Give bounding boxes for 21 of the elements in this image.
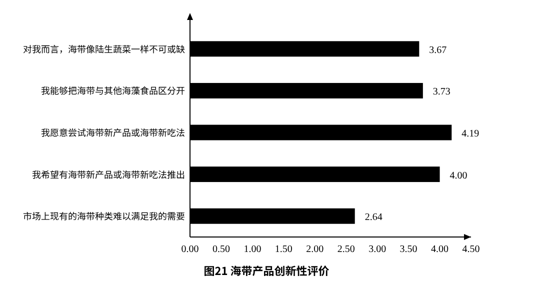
- x-tick-label: 2.00: [306, 244, 324, 255]
- y-tick-label: 我能够把海带与其他海藻食品区分开: [40, 84, 185, 98]
- data-label: 4.19: [462, 128, 480, 140]
- y-tick-label: 市场上现有的海带种类难以满足我的需要: [22, 210, 185, 223]
- x-tick-label: 0.50: [212, 244, 230, 255]
- x-tick-label: 4.00: [431, 244, 449, 255]
- data-label: 2.64: [364, 212, 382, 224]
- x-tick-label: 1.50: [274, 244, 292, 255]
- x-tick-label: 4.50: [462, 244, 480, 255]
- data-label: 3.73: [432, 86, 450, 98]
- x-tick-label: 1.00: [244, 244, 262, 255]
- data-label: 4.00: [450, 170, 468, 182]
- x-tick-label: 0.00: [181, 244, 199, 255]
- y-tick-label: 我希望有海带新产品或海带新吃法推出: [32, 168, 185, 181]
- x-tick-label: 3.50: [400, 244, 418, 255]
- y-tick-label: 对我而言，海带像陆生蔬菜一样不可或缺: [22, 42, 185, 56]
- y-tick-label: 我愿意尝试海带新产品或海带新吃法: [40, 126, 185, 139]
- x-tick-label: 2.50: [337, 244, 355, 255]
- text: 图21 海带产品创新性评价: [204, 263, 330, 279]
- x-tick-label: 3.00: [368, 244, 386, 255]
- data-label: 3.67: [429, 44, 447, 56]
